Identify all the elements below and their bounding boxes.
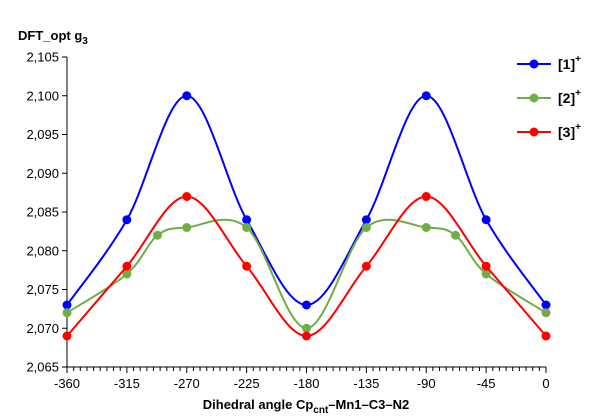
data-point <box>302 300 311 310</box>
y-axis: 2,065 2,070 2,075 2,080 2,085 2,090 2,095 2,100… <box>26 50 68 375</box>
data-point <box>421 192 431 201</box>
series-line <box>66 195 547 338</box>
chart-title: DFT_opt g3 <box>18 28 88 47</box>
legend-swatch-marker <box>529 93 539 103</box>
data-point <box>361 223 371 232</box>
data-point <box>302 323 311 333</box>
legend-label: [3]+ <box>558 122 581 140</box>
y-tick-label: 2,085 <box>26 205 59 220</box>
data-point <box>481 261 491 271</box>
series-2 <box>62 218 551 333</box>
legend-item: [2]+ <box>517 88 581 106</box>
data-point <box>182 91 192 101</box>
legend-label: [2]+ <box>558 88 581 106</box>
x-tick-label: -270 <box>174 376 200 391</box>
x-axis-title: Dihedral angle Cpcnt–Mn1–C3–N2 <box>203 397 409 416</box>
series-1 <box>62 91 551 310</box>
data-point <box>302 331 311 341</box>
data-point <box>62 331 72 341</box>
data-point <box>122 261 132 271</box>
legend: [1]+ [2]+ [3]+ <box>517 54 581 140</box>
data-point <box>122 269 132 279</box>
x-axis: -360 -315 -270 -225 -180 -135 -90 -45 0 <box>54 366 550 391</box>
series-line <box>66 218 547 330</box>
data-point <box>421 223 431 232</box>
x-tick-label: -315 <box>114 376 140 391</box>
chart-title-sub: 3 <box>82 36 88 47</box>
data-point <box>242 223 252 232</box>
data-point <box>541 300 551 310</box>
data-point <box>361 215 371 225</box>
legend-label: [1]+ <box>558 54 581 72</box>
x-tick-label: -45 <box>477 376 496 391</box>
chart-title-main: DFT_opt g <box>18 28 82 43</box>
y-tick-label: 2,100 <box>26 88 59 103</box>
y-tick-label: 2,090 <box>26 166 59 181</box>
y-tick-label: 2,070 <box>26 321 59 336</box>
x-tick-label: -225 <box>234 376 260 391</box>
y-tick-label: 2,075 <box>26 282 59 297</box>
data-point <box>182 192 192 201</box>
data-point <box>152 230 162 240</box>
data-point <box>481 215 491 225</box>
data-point <box>62 308 72 318</box>
x-tick-label: 0 <box>542 376 549 391</box>
x-axis-title-sub: cnt <box>313 405 329 416</box>
data-point <box>541 331 551 341</box>
y-tick-label: 2,065 <box>26 360 59 375</box>
data-point <box>242 215 252 225</box>
x-tick-label: -360 <box>54 376 80 391</box>
data-point <box>361 261 371 271</box>
legend-swatch-marker <box>529 59 539 69</box>
data-point <box>481 269 491 279</box>
data-point <box>541 308 551 318</box>
legend-item: [3]+ <box>517 122 581 140</box>
x-tick-label: -135 <box>353 376 379 391</box>
x-tick-label: -90 <box>417 376 436 391</box>
data-point <box>421 91 431 101</box>
series-3 <box>62 192 551 341</box>
x-tick-label: -180 <box>293 376 319 391</box>
series-layer <box>62 91 551 341</box>
data-point <box>242 261 252 271</box>
y-tick-label: 2,095 <box>26 127 59 142</box>
series-line <box>66 94 547 307</box>
legend-item: [1]+ <box>517 54 581 72</box>
data-point <box>182 223 192 232</box>
data-point <box>122 215 132 225</box>
legend-swatch-marker <box>529 127 539 137</box>
x-axis-title-main: Dihedral angle Cp <box>203 397 314 412</box>
data-point <box>451 230 461 240</box>
x-axis-title-rest: –Mn1–C3–N2 <box>328 397 409 412</box>
y-tick-label: 2,105 <box>26 50 59 65</box>
data-point <box>62 300 72 310</box>
y-tick-label: 2,080 <box>26 243 59 258</box>
